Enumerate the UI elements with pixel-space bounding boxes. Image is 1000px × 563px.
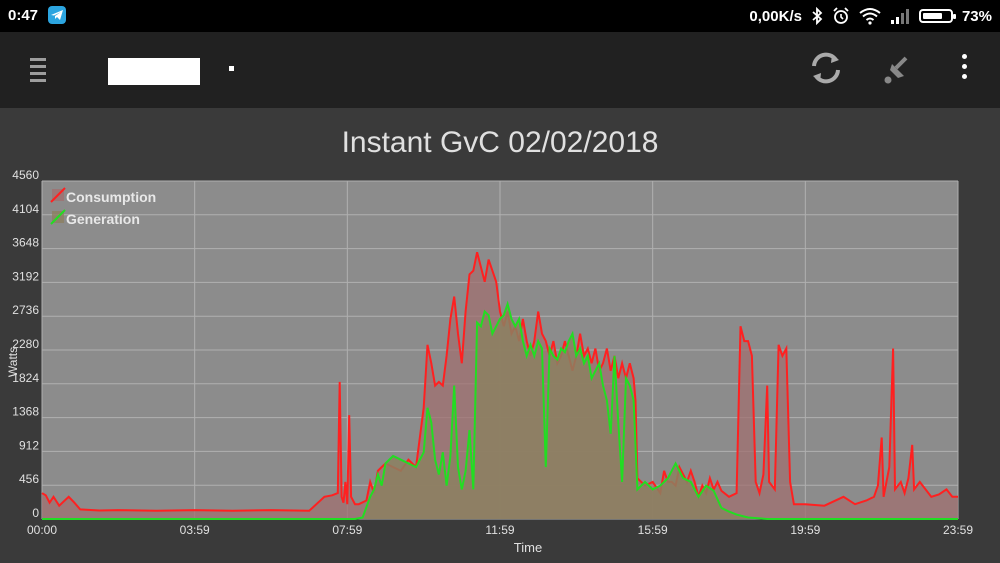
x-tick-label: 00:00 [27,523,57,537]
battery-icon [918,9,956,23]
x-axis-label: Time [514,540,542,555]
refresh-icon[interactable] [806,48,846,88]
legend-label: Generation [66,211,140,227]
series-line-generation [42,300,958,520]
chart-title: Instant GvC 02/02/2018 [341,126,659,159]
series-area-generation [42,304,958,519]
status-bar: 0:47 0,00K/s 73% [0,0,1000,32]
y-tick-label: 4104 [12,202,39,216]
signal-icon [890,9,909,24]
bluetooth-icon [812,7,823,25]
battery-percent: 73% [961,7,992,25]
x-tick-label: 03:59 [180,523,210,537]
y-tick-label: 1824 [12,371,39,385]
redacted-app-title [108,58,200,85]
y-tick-label: 2280 [12,337,39,351]
x-tick-label: 23:59 [943,523,973,537]
y-tick-label: 3648 [12,236,39,250]
y-tick-label: 2736 [12,303,39,317]
menu-icon[interactable] [28,58,48,82]
y-axis-label: Watts [6,347,20,377]
title-dot [229,66,234,71]
more-options-icon[interactable] [955,54,975,84]
x-tick-label: 11:59 [485,523,514,537]
y-tick-label: 3192 [12,269,39,283]
legend-line [50,187,66,203]
legend-line [50,209,66,225]
y-tick-label: 1368 [12,405,39,419]
y-tick-label: 456 [19,472,39,486]
y-tick-label: 0 [32,506,39,520]
y-tick-label: 4560 [12,168,39,182]
wifi-icon [859,8,881,25]
x-tick-label: 15:59 [638,523,668,537]
telegram-icon [48,6,66,24]
x-tick-label: 19:59 [790,523,820,537]
x-tick-label: 07:59 [332,523,362,537]
legend-label: Consumption [66,189,156,205]
app-toolbar [0,32,1000,108]
network-speed: 0,00K/s [749,7,802,25]
status-right-group: 0,00K/s 73% [749,6,992,26]
alarm-icon [833,7,849,24]
y-tick-label: 912 [19,438,39,452]
connect-icon[interactable] [878,50,918,90]
status-time: 0:47 [8,7,39,24]
